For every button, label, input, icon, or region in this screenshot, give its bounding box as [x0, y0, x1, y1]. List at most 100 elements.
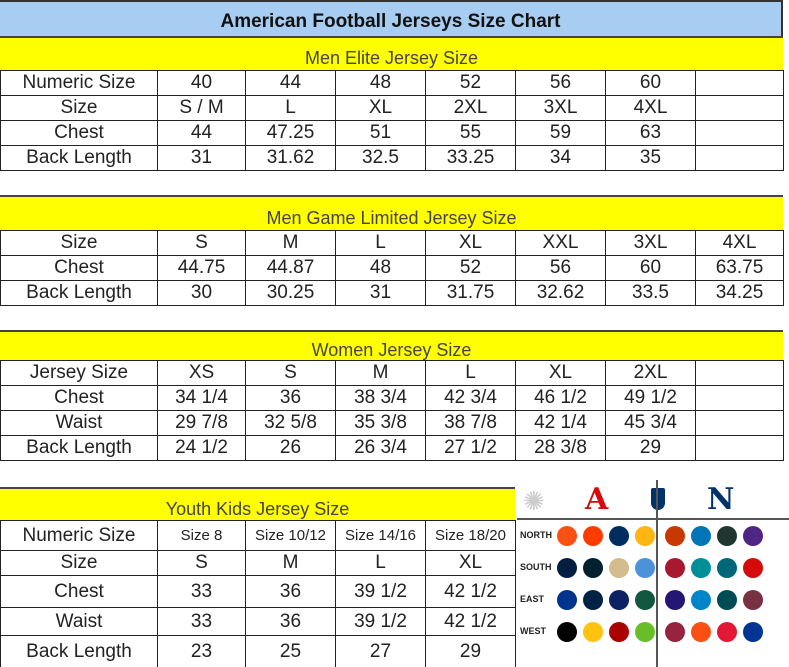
afc-team-logo-icon	[635, 622, 655, 642]
afc-team-logo-icon	[635, 526, 655, 546]
table-cell: 51	[335, 120, 426, 146]
table-cell: Size 14/16	[335, 520, 426, 551]
nfc-team-logo-icon	[691, 526, 711, 546]
nfc-team-logo-icon	[717, 558, 737, 578]
table-cell: 33.5	[605, 280, 696, 306]
row-label: Size	[0, 230, 158, 256]
table-cell: Size 8	[157, 520, 246, 551]
table-row: Jersey Size XS S M L XL 2XL	[0, 360, 784, 386]
table-cell: Size 18/20	[425, 520, 516, 551]
table-row: Waist 29 7/8 32 5/8 35 3/8 38 7/8 42 1/4 45 3/…	[0, 410, 784, 436]
table-cell	[695, 435, 784, 461]
table-cell: 31.75	[425, 280, 516, 306]
table-cell: 59	[515, 120, 606, 146]
table-cell: 33	[157, 575, 246, 608]
nfc-team-logo-icon	[665, 526, 685, 546]
table-cell	[695, 360, 784, 386]
table-cell: 48	[335, 255, 426, 281]
table-cell: 27	[335, 635, 426, 667]
afc-team-logo-icon	[557, 590, 577, 610]
nfc-team-logo-icon	[691, 558, 711, 578]
table-cell: 3XL	[515, 95, 606, 121]
table-cell: 63.75	[695, 255, 784, 281]
afc-team-logo-icon	[609, 622, 629, 642]
table-cell: S / M	[157, 95, 246, 121]
table-cell: 30.25	[245, 280, 336, 306]
table-cell: L	[335, 230, 426, 256]
table-cell: 25	[245, 635, 336, 667]
women-heading: Women Jersey Size	[0, 330, 783, 360]
table-cell: 34 1/4	[157, 385, 246, 411]
table-cell: 36	[245, 607, 336, 636]
table-cell: 48	[335, 70, 426, 96]
table-cell	[695, 120, 784, 146]
row-label: Back Length	[0, 145, 158, 171]
table-row: Size S M L XL	[0, 550, 516, 576]
table-cell: XS	[157, 360, 246, 386]
row-label: Numeric Size	[0, 70, 158, 96]
table-cell: S	[157, 550, 246, 576]
pro-bowl-star-icon: ✺	[523, 486, 545, 516]
table-cell: 36	[245, 575, 336, 608]
table-cell: L	[335, 550, 426, 576]
table-cell: 23	[157, 635, 246, 667]
row-label: Chest	[0, 385, 158, 411]
row-label: Back Length	[0, 280, 158, 306]
youth-table: Numeric Size Size 8 Size 10/12 Size 14/16 Si…	[0, 520, 516, 667]
table-row: Chest 44.75 44.87 48 52 56 60 63.75	[0, 255, 784, 281]
table-cell: 35 3/8	[335, 410, 426, 436]
afc-team-logo-icon	[609, 526, 629, 546]
table-cell: 33.25	[425, 145, 516, 171]
table-cell: 32.5	[335, 145, 426, 171]
table-cell: 29 7/8	[157, 410, 246, 436]
afc-team-logo-icon	[583, 590, 603, 610]
row-label: Chest	[0, 255, 158, 281]
table-cell: 24 1/2	[157, 435, 246, 461]
row-label: Waist	[0, 607, 158, 636]
nfc-team-logo-icon	[743, 622, 763, 642]
table-cell: 42 1/2	[425, 607, 516, 636]
table-cell: 42 1/4	[515, 410, 606, 436]
table-cell: 39 1/2	[335, 607, 426, 636]
table-cell: 31	[157, 145, 246, 171]
row-label: Back Length	[0, 435, 158, 461]
table-cell: M	[245, 230, 336, 256]
table-cell: 29	[425, 635, 516, 667]
table-cell: 34.25	[695, 280, 784, 306]
men-game-table: Size S M L XL XXL 3XL 4XL Chest 44.75 44.87 48 52 56 6…	[0, 230, 784, 306]
nfc-team-logo-icon	[717, 590, 737, 610]
afc-team-logo-icon	[583, 558, 603, 578]
division-label: SOUTH	[520, 562, 552, 572]
afc-team-logo-icon	[557, 526, 577, 546]
nfc-team-logo-icon	[743, 526, 763, 546]
table-cell	[695, 385, 784, 411]
men-elite-heading: Men Elite Jersey Size	[0, 36, 783, 70]
table-cell: 39 1/2	[335, 575, 426, 608]
afc-team-logo-icon	[557, 622, 577, 642]
afc-team-logo-icon	[583, 622, 603, 642]
nfc-team-logo-icon	[691, 622, 711, 642]
table-row: Chest 44 47.25 51 55 59 63	[0, 120, 784, 146]
women-table: Jersey Size XS S M L XL 2XL Chest 34 1/4 36 38 3/4…	[0, 360, 784, 461]
table-cell: 63	[605, 120, 696, 146]
table-cell: L	[425, 360, 516, 386]
row-label: Waist	[0, 410, 158, 436]
afc-logo: A	[585, 482, 609, 517]
table-cell: 38 7/8	[425, 410, 516, 436]
nfc-team-logo-icon	[717, 526, 737, 546]
afc-team-logo-icon	[635, 558, 655, 578]
table-cell: 30	[157, 280, 246, 306]
men-game-heading: Men Game Limited Jersey Size	[0, 195, 783, 230]
table-cell: 31.62	[245, 145, 336, 171]
table-row: Chest 34 1/4 36 38 3/4 42 3/4 46 1/2 49 1/2	[0, 385, 784, 411]
table-cell: 26	[245, 435, 336, 461]
table-cell: 29	[605, 435, 696, 461]
table-cell: 55	[425, 120, 516, 146]
table-cell: XL	[425, 230, 516, 256]
table-cell	[695, 70, 784, 96]
division-label: EAST	[520, 594, 545, 604]
division-label: WEST	[520, 626, 546, 636]
table-cell: 42 1/2	[425, 575, 516, 608]
table-cell: 52	[425, 255, 516, 281]
